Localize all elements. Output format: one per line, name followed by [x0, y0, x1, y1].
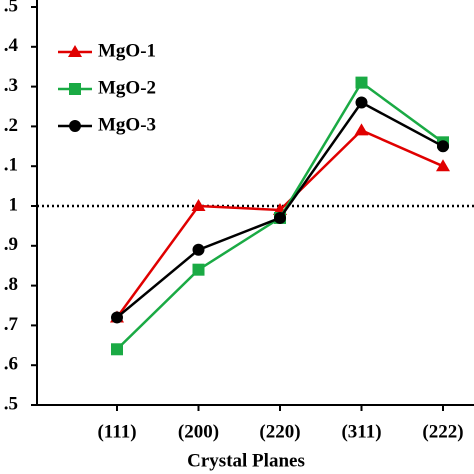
y-tick-label: .1 [4, 155, 18, 176]
data-point [354, 123, 369, 136]
y-tick-label: .2 [4, 115, 18, 136]
x-tick-label: (220) [259, 421, 300, 442]
data-point [437, 140, 449, 153]
legend-label: MgO-1 [98, 40, 156, 61]
data-point [111, 311, 123, 324]
data-point [111, 343, 123, 356]
legend-marker [69, 83, 81, 95]
x-tick-label: (111) [97, 421, 136, 442]
legend-marker [69, 120, 81, 132]
x-tick-label: (200) [178, 421, 219, 442]
data-point [436, 159, 450, 172]
y-tick-label: .7 [4, 314, 19, 335]
x-tick-label: (311) [341, 421, 381, 442]
y-tick-label: .9 [4, 234, 18, 255]
y-tick-label: .8 [4, 274, 18, 295]
data-point [192, 243, 205, 256]
x-tick-label: (222) [422, 421, 463, 442]
data-point [274, 211, 286, 224]
legend-marker [68, 45, 82, 57]
y-tick-label: .5 [4, 393, 18, 414]
x-axis-label: Crystal Planes [187, 450, 305, 471]
data-point [191, 199, 206, 211]
legend-label: MgO-3 [98, 114, 156, 135]
y-tick-label: .3 [4, 75, 18, 96]
data-point [355, 96, 368, 109]
legend-label: MgO-2 [98, 77, 156, 98]
y-tick-label: .5 [4, 0, 18, 16]
y-tick-label: 1 [9, 194, 19, 215]
data-point [355, 76, 368, 89]
y-tick-label: .6 [4, 354, 18, 375]
y-tick-label: .4 [4, 35, 19, 56]
data-point [192, 263, 205, 276]
